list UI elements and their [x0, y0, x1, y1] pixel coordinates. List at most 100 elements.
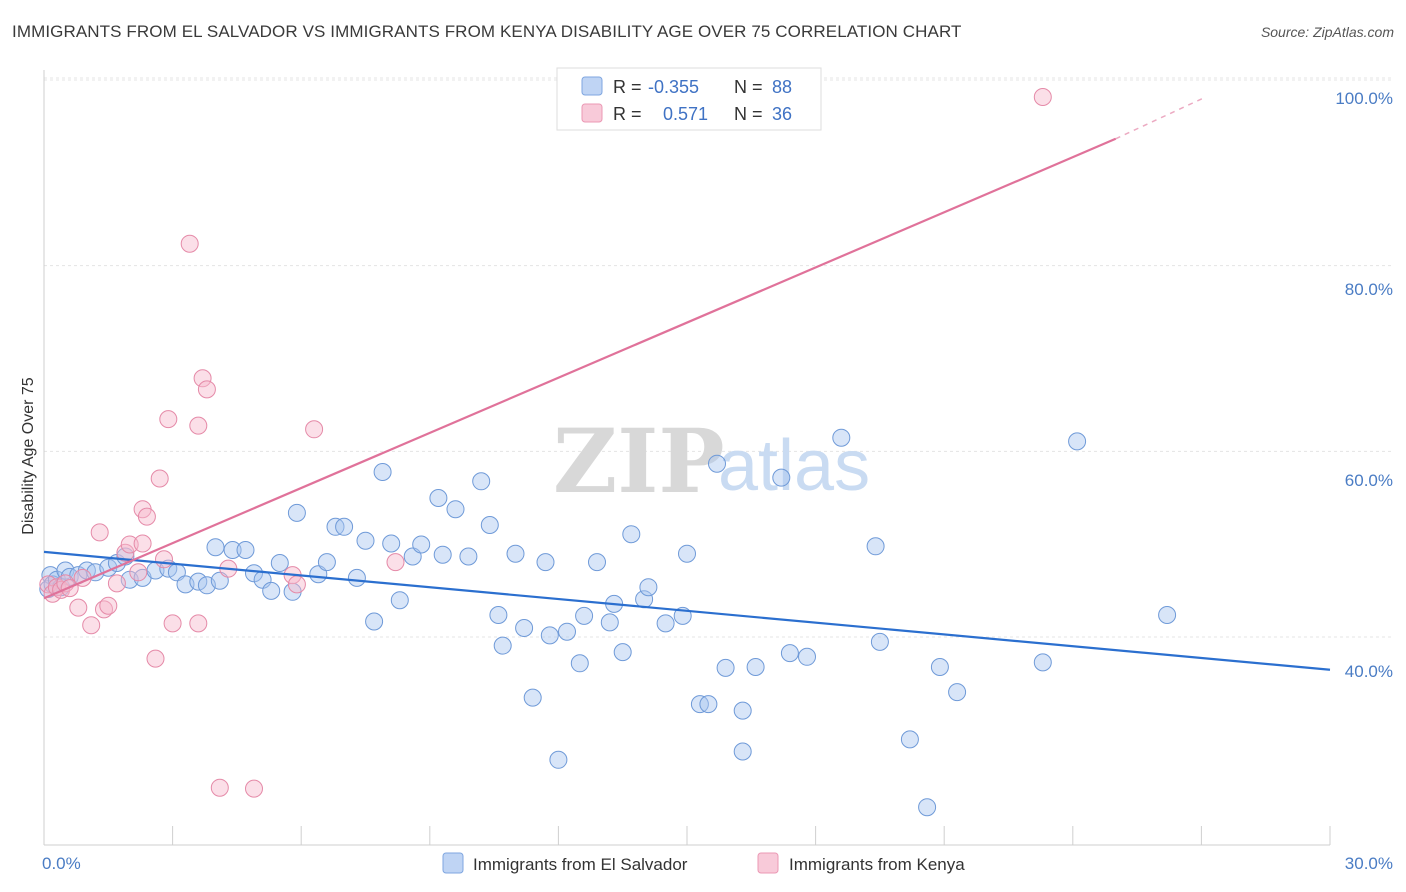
legend-n-label: N = — [734, 77, 763, 97]
point-kenya — [210, 778, 229, 797]
point-kenya — [245, 779, 263, 798]
point-el-salvador — [515, 619, 534, 637]
point-kenya — [159, 410, 178, 429]
point-el-salvador — [832, 428, 851, 447]
point-el-salvador — [317, 553, 336, 572]
legend-n-value: 88 — [772, 77, 792, 97]
point-el-salvador — [588, 553, 606, 572]
point-el-salvador — [930, 658, 949, 676]
watermark: ZIP atlas — [553, 409, 870, 513]
point-el-salvador — [523, 688, 542, 707]
point-el-salvador — [262, 581, 281, 600]
point-el-salvador — [870, 632, 889, 651]
point-el-salvador — [382, 534, 401, 553]
point-el-salvador — [236, 541, 255, 559]
legend-swatch-kenya — [581, 103, 603, 123]
legend-n-label: N = — [734, 104, 763, 124]
legend-r-value: -0.355 — [648, 77, 699, 97]
point-el-salvador — [733, 742, 752, 761]
y-tick-labels: 100.0% 80.0% 60.0% 40.0% — [1335, 89, 1393, 681]
series-el-salvador — [39, 428, 1177, 817]
legend-r-value: 0.571 — [663, 104, 708, 124]
point-el-salvador — [540, 626, 559, 645]
point-el-salvador — [1158, 606, 1177, 624]
point-el-salvador — [489, 606, 508, 624]
point-el-salvador — [716, 658, 735, 677]
point-el-salvador — [798, 647, 816, 666]
point-kenya — [189, 614, 208, 633]
point-el-salvador — [1033, 653, 1052, 672]
point-el-salvador — [866, 537, 885, 556]
point-el-salvador — [600, 613, 619, 632]
point-kenya — [82, 616, 101, 635]
point-el-salvador — [656, 614, 675, 633]
legend-r-label: R = — [613, 104, 642, 124]
trend-line-kenya-extension — [1115, 96, 1207, 140]
x-tick-label-max: 30.0% — [1345, 854, 1393, 873]
point-el-salvador — [356, 531, 375, 550]
point-el-salvador — [780, 644, 799, 663]
point-el-salvador — [206, 538, 225, 557]
point-el-salvador — [900, 730, 919, 749]
point-el-salvador — [506, 544, 525, 563]
point-el-salvador — [446, 500, 465, 519]
point-el-salvador — [948, 683, 967, 702]
y-tick-label: 80.0% — [1345, 280, 1393, 299]
point-el-salvador — [335, 517, 354, 536]
point-kenya — [386, 553, 405, 572]
x-tick-label-min: 0.0% — [42, 854, 81, 873]
point-el-salvador — [347, 568, 366, 587]
x-axis-ticks — [43, 826, 1331, 845]
trend-line-kenya — [43, 137, 1117, 600]
point-kenya — [305, 420, 324, 439]
point-kenya — [137, 507, 156, 526]
trend-lines — [43, 96, 1331, 671]
point-el-salvador — [189, 572, 208, 591]
legend-bottom-swatch-kenya — [757, 852, 779, 874]
legend-top: R = -0.355 N = 88 R = 0.571 N = 36 — [556, 67, 822, 131]
point-kenya — [1033, 88, 1052, 106]
point-kenya — [163, 614, 182, 633]
point-el-salvador — [480, 516, 499, 534]
point-el-salvador — [429, 489, 448, 507]
legend-bottom: Immigrants from El Salvador Immigrants f… — [442, 852, 965, 874]
point-kenya — [146, 649, 165, 668]
series-kenya — [39, 88, 1052, 798]
watermark-atlas: atlas — [718, 426, 870, 506]
point-el-salvador — [373, 463, 392, 481]
watermark-zip: ZIP — [553, 409, 725, 513]
y-tick-label: 100.0% — [1335, 89, 1393, 108]
point-kenya — [189, 416, 208, 435]
point-el-salvador — [678, 544, 696, 563]
point-kenya — [193, 369, 212, 388]
y-tick-label: 40.0% — [1345, 662, 1393, 681]
point-el-salvador — [549, 750, 568, 769]
point-el-salvador — [708, 454, 726, 473]
point-el-salvador — [536, 553, 555, 572]
trend-line-el-salvador — [43, 550, 1331, 671]
point-el-salvador — [412, 535, 431, 554]
point-kenya — [90, 523, 109, 542]
point-kenya — [120, 535, 139, 554]
point-kenya — [116, 543, 135, 562]
point-kenya — [287, 575, 306, 594]
point-el-salvador — [270, 554, 289, 572]
point-kenya — [107, 574, 126, 593]
legend-n-value: 36 — [772, 104, 792, 124]
point-kenya — [69, 598, 88, 617]
point-el-salvador — [472, 472, 491, 491]
legend-bottom-swatch-el-salvador — [442, 852, 464, 874]
y-tick-label: 60.0% — [1345, 471, 1393, 490]
source-label: Source: ZipAtlas.com — [1260, 24, 1394, 40]
point-kenya — [99, 596, 118, 615]
point-kenya — [180, 234, 199, 253]
point-el-salvador — [733, 701, 752, 720]
point-el-salvador — [365, 612, 384, 631]
point-el-salvador — [746, 658, 765, 676]
point-el-salvador — [493, 636, 512, 655]
legend-swatch-el-salvador — [581, 76, 603, 96]
point-el-salvador — [459, 547, 478, 566]
point-el-salvador — [622, 525, 641, 544]
point-kenya — [150, 469, 169, 488]
point-el-salvador — [558, 622, 576, 641]
